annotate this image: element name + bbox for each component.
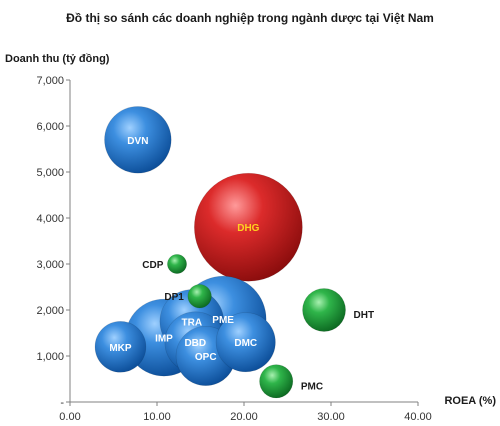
x-tick-label: 10.00 <box>143 411 171 423</box>
bubble-label-dp1: DP1 <box>164 292 184 303</box>
bubble-label-dvn: DVN <box>127 136 148 147</box>
bubble-label-pmc: PMC <box>301 381 323 392</box>
bubble-label-dmc: DMC <box>234 338 257 349</box>
bubble-label-cdp: CDP <box>142 260 163 271</box>
y-tick-label: 3,000 <box>36 259 64 271</box>
y-tick-label: 2,000 <box>36 305 64 317</box>
y-tick-label: 5,000 <box>36 167 64 179</box>
bubble-dht <box>302 288 346 332</box>
bubble-label-tra: TRA <box>182 318 203 329</box>
bubble-label-dhg: DHG <box>237 223 259 234</box>
x-tick-label: 40.00 <box>404 411 432 423</box>
bubble-pmc <box>259 364 294 399</box>
y-tick-label: - <box>60 397 64 409</box>
bubble-mkp <box>94 321 147 373</box>
y-ticks: - 1,000 2,000 3,000 4,000 5,000 6,000 7,000 <box>36 75 70 409</box>
bubble-dvn <box>104 106 172 174</box>
y-tick-label: 6,000 <box>36 121 64 133</box>
y-tick-label: 7,000 <box>36 75 64 87</box>
y-axis-title: Doanh thu (tỷ đồng) <box>5 53 110 65</box>
bubble-label-opc: OPC <box>195 352 217 363</box>
bubble-label-pme: PME <box>212 315 234 326</box>
bubble-label-dbd: DBD <box>184 338 206 349</box>
y-tick-label: 4,000 <box>36 213 64 225</box>
chart-title: Đồ thị so sánh các doanh nghiệp trong ng… <box>66 11 434 25</box>
bubble-label-mkp: MKP <box>109 343 132 354</box>
bubbles <box>94 106 346 399</box>
x-tick-label: 30.00 <box>317 411 345 423</box>
x-tick-label: 20.00 <box>230 411 258 423</box>
x-ticks: 0.00 10.00 20.00 30.00 40.00 <box>59 402 432 423</box>
bubble-labels: DVN DHG CDP DP1 DHT PMC MKP IMP TRA DBD OPC DMC PME <box>109 136 375 392</box>
x-axis-title: ROEA (%) <box>444 395 496 407</box>
bubble-dhg <box>194 172 303 282</box>
bubble-dp1 <box>187 284 212 309</box>
bubble-label-imp: IMP <box>155 334 173 345</box>
x-tick-label: 0.00 <box>59 411 80 423</box>
bubble-cdp <box>167 254 187 274</box>
y-tick-label: 1,000 <box>36 351 64 363</box>
bubble-dmc <box>215 312 276 373</box>
bubble-label-dht: DHT <box>354 310 375 321</box>
